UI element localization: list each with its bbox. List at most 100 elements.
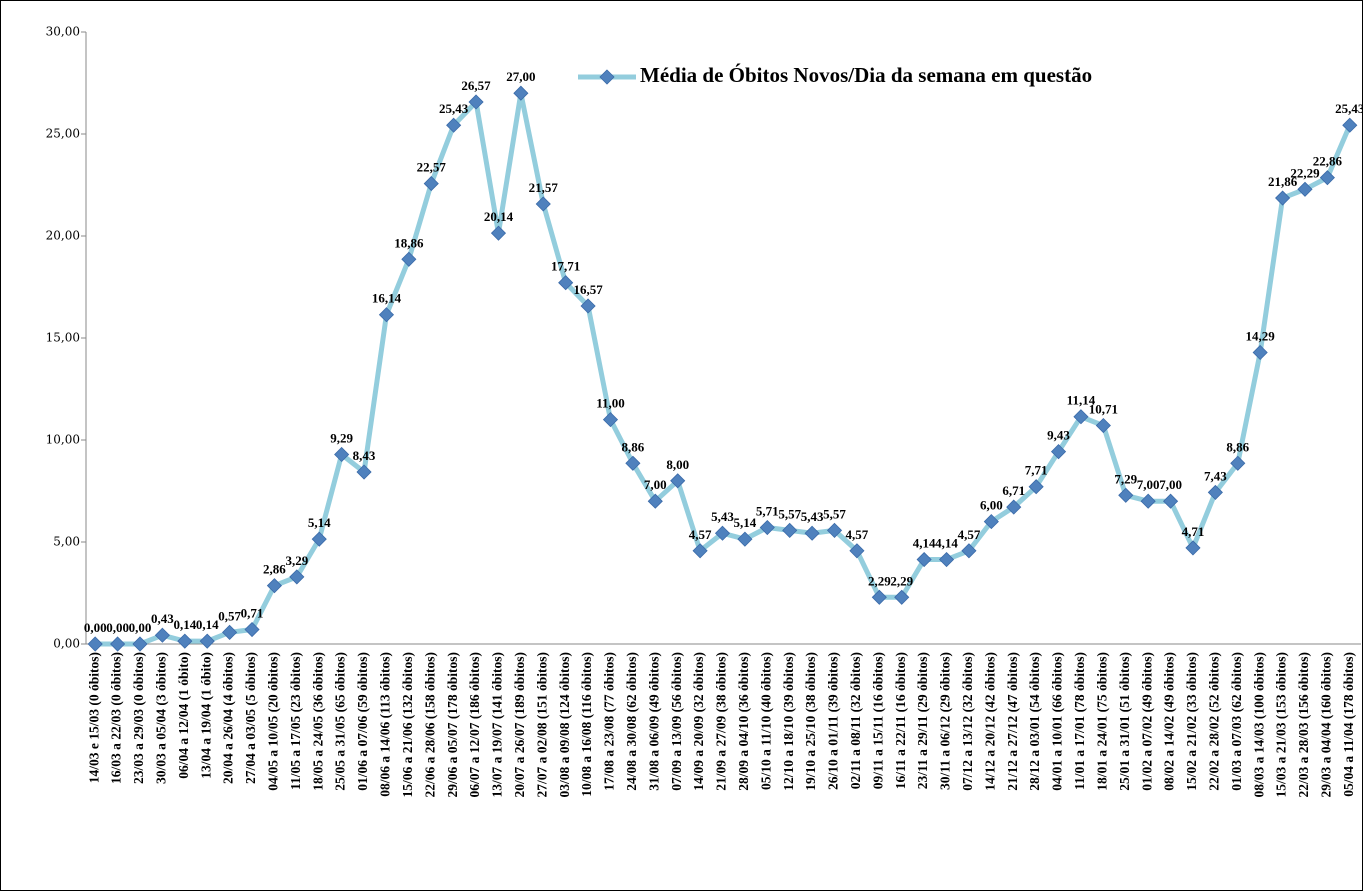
data-point [132, 636, 148, 652]
data-point [535, 196, 551, 212]
data-label: 0,00 [84, 620, 107, 635]
x-tick-label: 02/11 a 08/11 (32 óbitos) [848, 652, 863, 789]
data-label: 7,00 [1137, 477, 1160, 492]
data-label: 11,14 [1067, 393, 1096, 408]
data-point [1140, 493, 1156, 509]
x-tick-label: 13/07 a 19/07 (141 óbitos) [490, 652, 505, 798]
data-point [602, 412, 619, 428]
x-tick-label: 25/01 a 31/01 (51 óbitos) [1117, 652, 1132, 791]
data-label: 4,14 [935, 536, 958, 551]
y-tick-label: 0,00 [53, 637, 80, 651]
y-tick-label: 5,00 [53, 535, 80, 549]
x-tick-label: 17/08 a 23/08 (77 óbitos) [602, 652, 617, 791]
data-label: 0,71 [241, 606, 264, 621]
data-label: 16,57 [573, 282, 603, 297]
x-tick-label: 28/09 a 04/10 (36 óbitos) [736, 652, 751, 791]
data-point [266, 578, 282, 594]
x-tick-label: 08/03 a 14/03 (100 óbitos) [1251, 652, 1266, 798]
data-label: 9,43 [1047, 428, 1070, 443]
data-label: 17,71 [551, 259, 580, 274]
data-point [1095, 417, 1111, 434]
x-tick-label: 05/10 a 11/10 (40 óbitos) [758, 652, 773, 790]
x-tick-label: 12/10 a 18/10 (39 óbitos) [781, 652, 796, 791]
data-label: 7,43 [1204, 468, 1227, 483]
data-point [244, 621, 260, 638]
x-tick-label: 07/09 a 13/09 (56 óbitos) [669, 652, 684, 791]
x-tick-label: 18/05 a 24/05 (36 óbitos) [310, 652, 325, 791]
x-tick-label: 24/08 a 30/08 (62 óbitos) [624, 652, 639, 791]
data-label: 5,43 [711, 509, 734, 524]
x-tick-label: 08/06 a 14/06 (113 óbitos) [378, 652, 393, 797]
data-label: 4,57 [846, 527, 869, 542]
data-label: 4,57 [689, 527, 712, 542]
data-label: 8,43 [353, 448, 376, 463]
data-label: 11,00 [596, 396, 625, 411]
data-label: 10,71 [1089, 402, 1118, 417]
data-point [692, 543, 708, 559]
data-label: 5,14 [734, 515, 757, 530]
data-label: 22,57 [417, 160, 447, 175]
y-tick-label: 20,00 [46, 229, 80, 243]
data-label: 25,43 [1335, 101, 1363, 116]
data-point [916, 551, 932, 568]
data-label: 5,71 [756, 504, 779, 519]
x-tick-label: 23/03 a 29/03 (0 óbitos) [131, 652, 146, 784]
data-label: 5,57 [823, 506, 846, 521]
x-tick-label: 21/12 a 27/12 (47 óbitos) [1005, 652, 1020, 791]
data-point [1319, 170, 1335, 186]
data-point [961, 543, 977, 559]
x-tick-label: 18/01 a 24/01 (75 óbitos) [1094, 652, 1109, 791]
data-point [1252, 344, 1268, 361]
x-tick-label: 23/11 a 29/11 (29 óbitos) [915, 652, 930, 789]
data-point [154, 627, 170, 643]
data-point [334, 446, 350, 463]
data-point [894, 589, 910, 605]
data-label: 4,57 [958, 527, 981, 542]
x-tick-label: 26/10 a 01/11 (39 óbitos) [826, 652, 841, 790]
data-label: 7,29 [1114, 471, 1137, 486]
data-point [871, 589, 887, 605]
data-point [1163, 493, 1179, 509]
x-tick-label: 29/06 a 05/07 (178 óbitos) [445, 652, 460, 798]
x-tick-label: 27/04 a 03/05 (5 óbitos) [243, 652, 258, 784]
data-label: 27,00 [506, 69, 535, 84]
x-tick-label: 06/07 a 12/07 (186 óbitos) [467, 652, 482, 798]
data-point [378, 307, 395, 323]
data-label: 8,86 [1226, 439, 1249, 454]
x-tick-label: 29/03 a 04/04 (160 óbitos) [1318, 652, 1333, 798]
x-tick-label: 14/12 a 20/12 (42 óbitos) [982, 652, 997, 791]
x-tick-label: 14/03 e 15/03 (0 óbitos) [86, 652, 101, 783]
data-label: 0,14 [173, 617, 196, 632]
x-tick-label: 16/03 a 22/03 (0 óbitos) [109, 652, 124, 784]
data-label: 21,57 [529, 180, 559, 195]
data-point [446, 117, 462, 133]
y-tick-label: 15,00 [46, 331, 80, 345]
x-tick-label: 04/05 a 10/05 (20 óbitos) [266, 652, 281, 791]
y-tick-label: 30,00 [46, 25, 80, 39]
data-point [1006, 499, 1022, 515]
data-label: 0,43 [151, 611, 174, 626]
data-point [401, 251, 417, 267]
data-label: 5,57 [778, 506, 801, 521]
x-tick-label: 01/06 a 07/06 (59 óbitos) [355, 652, 370, 791]
data-label: 6,71 [1002, 483, 1025, 498]
x-tick-label: 25/05 a 31/05 (65 óbitos) [333, 652, 348, 791]
data-label: 5,14 [308, 515, 331, 530]
data-point [737, 531, 753, 547]
data-point [1275, 190, 1291, 206]
y-tick-label: 10,00 [46, 433, 80, 447]
data-label: 25,43 [439, 101, 469, 116]
x-tick-label: 19/10 a 25/10 (38 óbitos) [803, 652, 818, 791]
data-point [558, 275, 574, 291]
x-tick-label: 10/08 a 16/08 (116 óbitos) [579, 652, 594, 797]
data-point [423, 176, 439, 192]
data-point [1230, 455, 1246, 471]
x-tick-label: 03/08 a 09/08 (124 óbitos) [557, 652, 572, 798]
x-tick-label: 01/02 a 07/02 (49 óbitos) [1139, 652, 1154, 791]
x-tick-label: 14/09 a 20/09 (32 óbitos) [691, 652, 706, 791]
data-point [110, 636, 126, 652]
x-tick-label: 28/12 a 03/01 (54 óbitos) [1027, 652, 1042, 791]
data-point [289, 569, 305, 585]
data-point [826, 522, 843, 538]
